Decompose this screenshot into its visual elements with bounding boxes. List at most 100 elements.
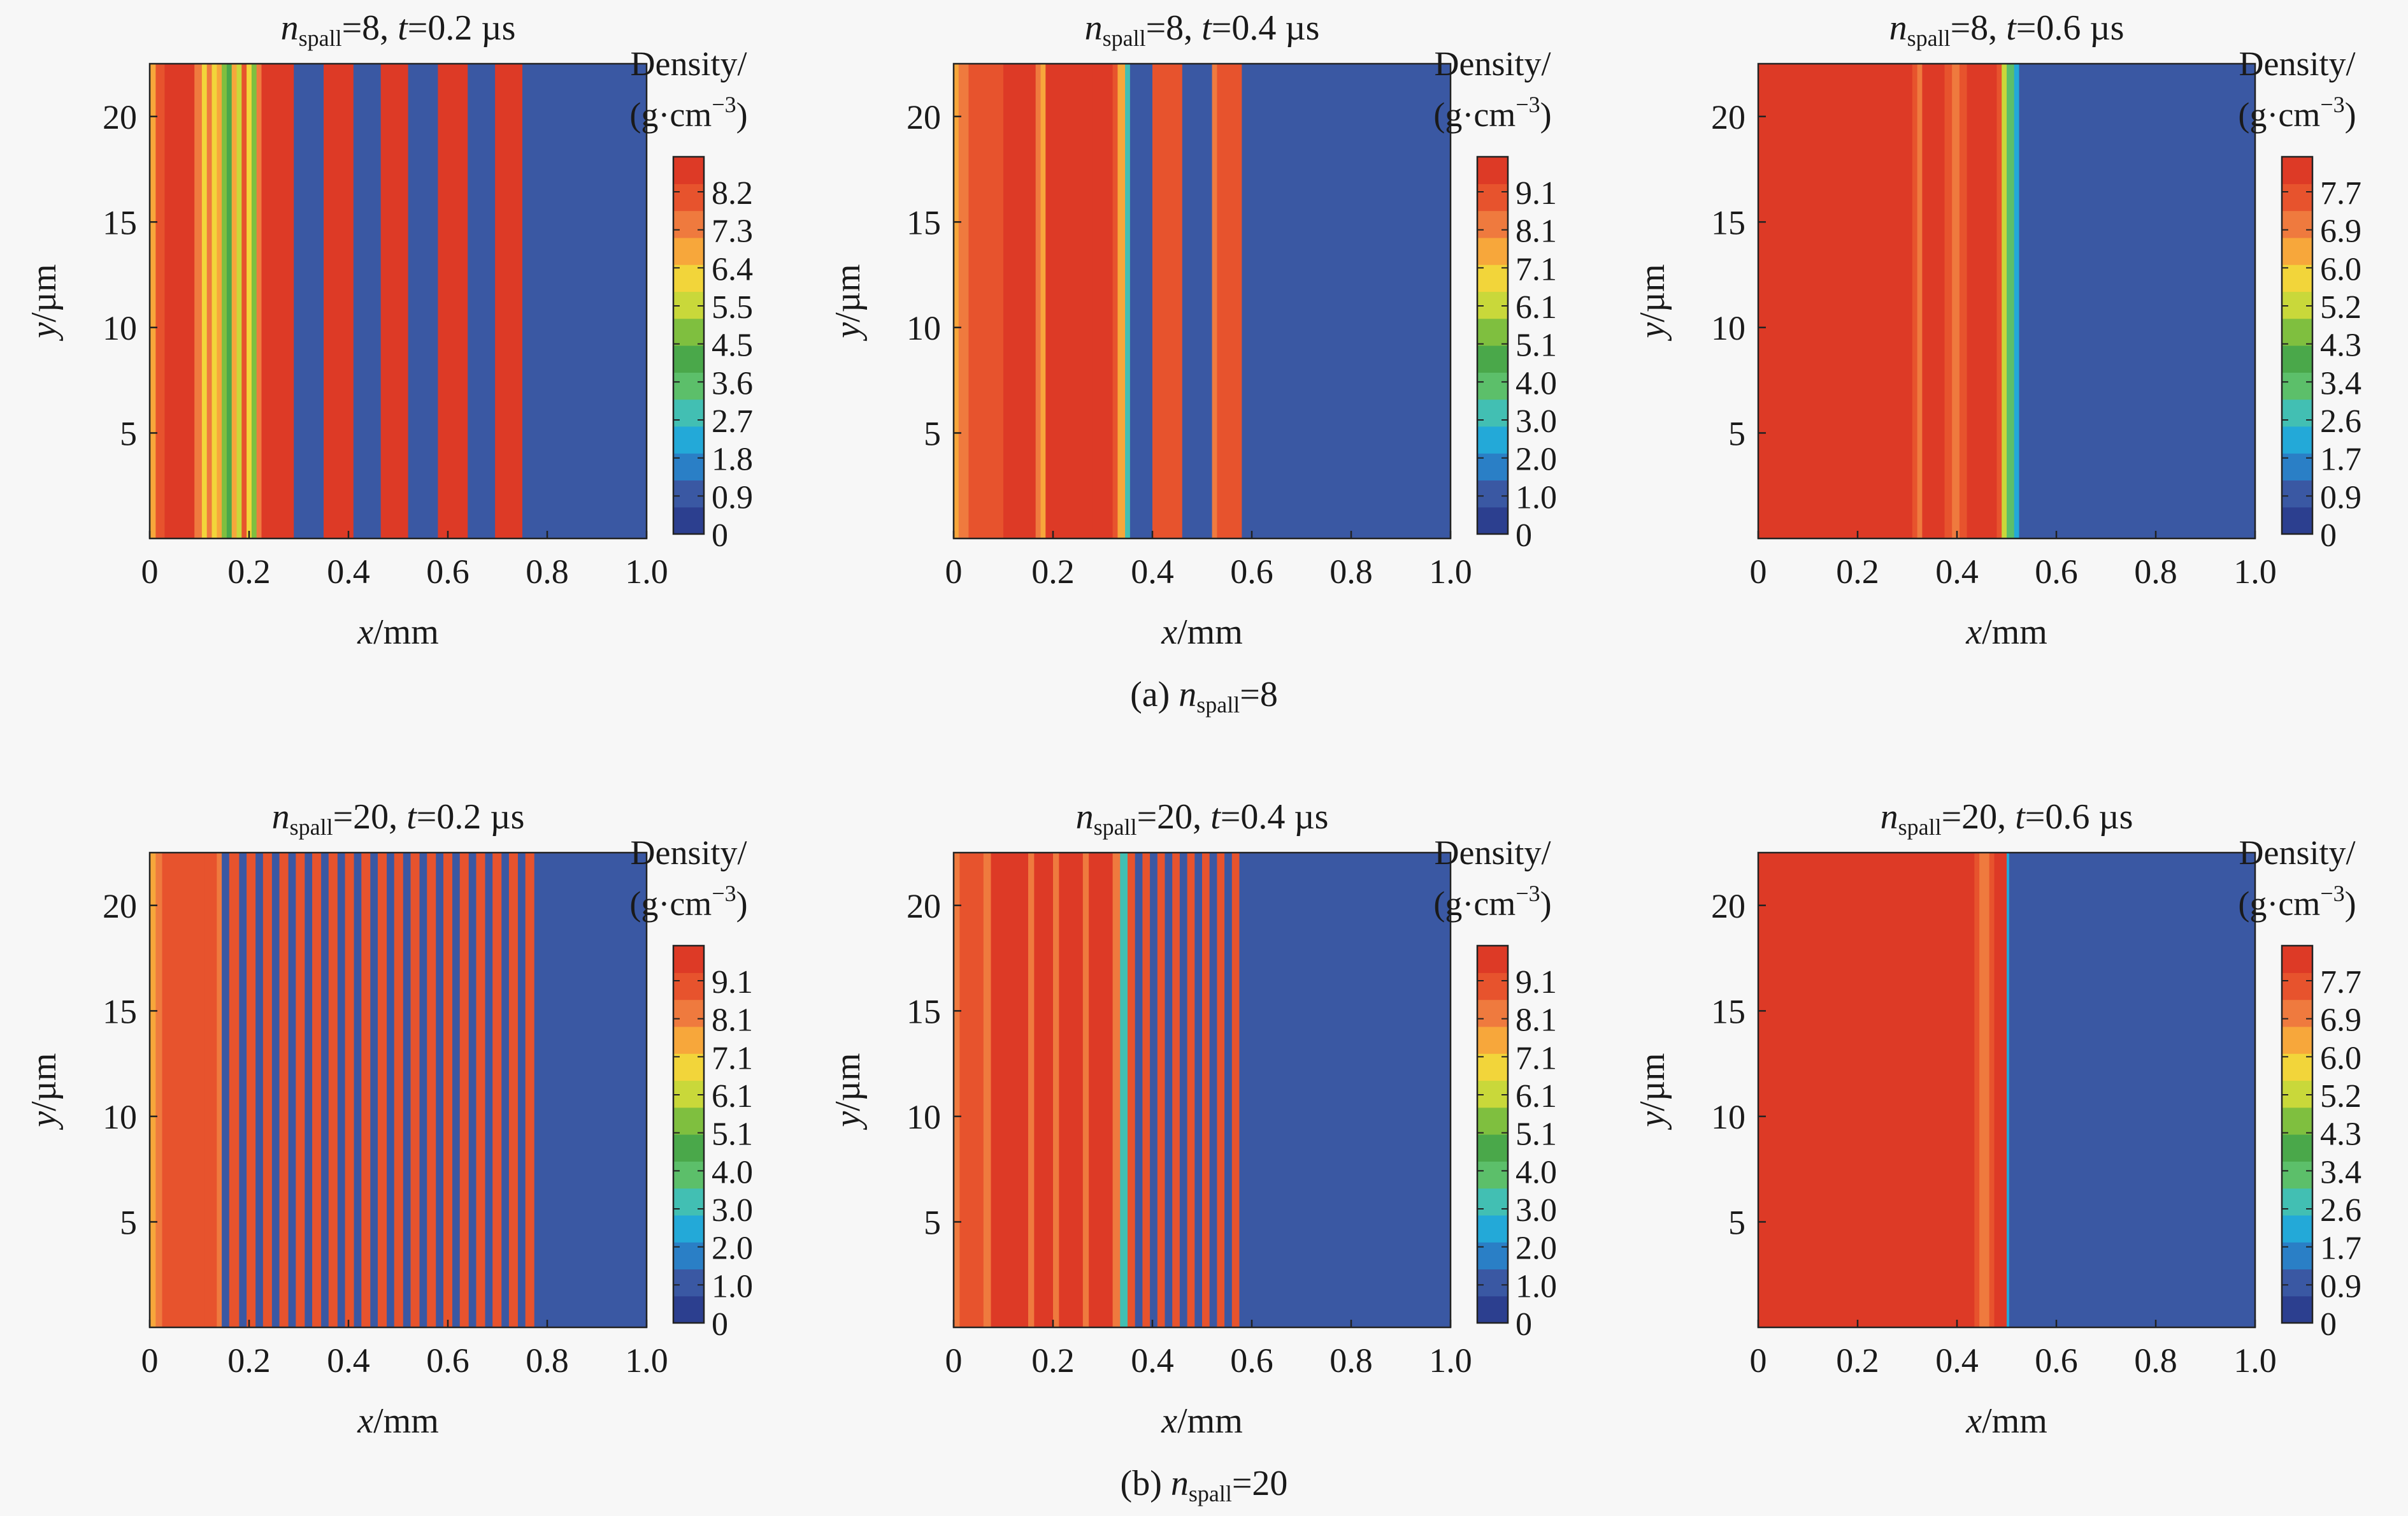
y-tick-label: 10 (103, 309, 137, 347)
title-subscript: spall (290, 814, 333, 840)
title-tail: =0.2 µs (408, 8, 516, 48)
colorbar-tick-label: 2.6 (2320, 1192, 2361, 1229)
density-band (255, 853, 264, 1327)
plot-frame (148, 62, 648, 540)
density-band (150, 64, 156, 538)
x-axis-unit: /mm (373, 612, 439, 652)
colorbar-tick-label: 7.3 (712, 213, 753, 250)
colorbar-unit-prefix: (g·cm (1433, 96, 1516, 134)
y-axis-label: y/µm (828, 264, 868, 341)
y-axis-label: y/µm (24, 264, 64, 341)
density-band (239, 853, 247, 1327)
colorbar-tick-label: 7.1 (712, 1040, 753, 1076)
colorbar-tick-label: 0 (712, 517, 728, 554)
chart-panel-2: 0 0.2 0.4 0.6 0.8 1.0 5 10 15 20 x/mm y/µm nspall=8,… (828, 8, 1557, 652)
panel-title: nspall=20, t=0.2 µs (272, 797, 525, 840)
colorbar-segment (2282, 1215, 2312, 1243)
colorbar-title-line2: (g·cm−3) (629, 881, 747, 923)
colorbar-unit-suffix: ) (736, 96, 748, 134)
density-band (150, 853, 156, 1327)
colorbar-tick-label: 6.1 (712, 1078, 753, 1115)
y-tick-label: 15 (1711, 203, 1745, 242)
colorbar-tick-label: 7.7 (2320, 964, 2361, 1000)
colorbar-segment (2282, 480, 2312, 508)
colorbar-segment (2282, 157, 2312, 184)
colorbar-segment (673, 999, 704, 1027)
density-band (1758, 64, 1913, 538)
colorbar-segment (1477, 1026, 1508, 1054)
density-band (492, 853, 502, 1327)
x-tick-label: 0.2 (1836, 1341, 1879, 1380)
title-t: t (1201, 8, 1212, 48)
density-band (1003, 64, 1036, 538)
x-tick-label: 0.4 (1935, 1341, 1979, 1380)
density-band (1112, 853, 1121, 1327)
colorbar-segment (1477, 480, 1508, 508)
x-axis-variable: x (1965, 612, 1982, 652)
x-axis-unit: /mm (373, 1401, 439, 1441)
colorbar-segment (673, 1107, 704, 1135)
x-tick-label: 0 (1750, 1341, 1767, 1380)
y-tick-label: 5 (1728, 414, 1745, 452)
density-band (1202, 853, 1210, 1327)
colorbar-tick-label: 8.1 (712, 1002, 753, 1039)
colorbar-frame (672, 944, 705, 1324)
colorbar-segment (673, 946, 704, 973)
colorbar-segment (1477, 1296, 1508, 1324)
colorbar-tick-label: 5.1 (712, 1116, 753, 1153)
density-band (436, 853, 444, 1327)
x-tick-label: 0 (141, 1341, 159, 1380)
density-band (1142, 853, 1150, 1327)
colorbar-segment (2282, 1269, 2312, 1297)
density-band (1059, 853, 1084, 1327)
density-band (1093, 64, 1114, 538)
caption-suffix: =20 (1232, 1464, 1288, 1503)
y-axis-label: y/µm (828, 1053, 868, 1130)
colorbar-tick-label: 4.0 (1516, 1154, 1557, 1190)
y-tick-label: 20 (103, 887, 137, 925)
density-band (247, 64, 252, 538)
x-tick-label: 0.6 (2035, 552, 2078, 591)
colorbar-segment (1477, 1269, 1508, 1297)
density-band (321, 853, 329, 1327)
y-tick-label: 10 (1711, 1098, 1745, 1136)
density-band (211, 64, 217, 538)
density-band (983, 853, 992, 1327)
title-middle: =8, (1146, 8, 1202, 48)
plot-frame (1757, 851, 2256, 1329)
density-band (1128, 853, 1136, 1327)
density-band (1045, 64, 1093, 538)
colorbar-tick-label: 1.0 (712, 1268, 753, 1304)
colorbar-frame (2281, 155, 2314, 535)
density-band (1082, 853, 1089, 1327)
density-band (419, 853, 427, 1327)
density-band (958, 64, 969, 538)
y-axis-unit: /µm (1633, 264, 1672, 322)
title-tail: =0.6 µs (2016, 8, 2125, 48)
colorbar-segment (2282, 1134, 2312, 1162)
x-tick-label: 0.6 (2035, 1341, 2078, 1380)
density-band (222, 64, 227, 538)
x-tick-label: 0 (945, 1341, 963, 1380)
colorbar-segment (673, 507, 704, 535)
density-band (1182, 64, 1213, 538)
colorbar-tick-label: 9.1 (1516, 964, 1557, 1000)
colorbar-segment (2282, 237, 2312, 265)
title-t: t (2015, 797, 2026, 837)
colorbar-frame (1476, 155, 1509, 535)
y-axis-variable: y (828, 322, 868, 342)
density-band (229, 853, 240, 1327)
caption-prefix: (b) (1121, 1464, 1171, 1503)
density-band (2009, 853, 2256, 1327)
title-n: n (281, 8, 299, 48)
density-band (1150, 853, 1158, 1327)
x-tick-label: 0.6 (1230, 552, 1273, 591)
y-axis-variable: y (1633, 322, 1672, 342)
colorbar-unit-exponent: −3 (2320, 92, 2344, 117)
y-tick-label: 5 (120, 414, 137, 452)
colorbar-tick-label: 6.1 (1516, 289, 1557, 326)
colorbar-tick-label: 5.2 (2320, 1078, 2361, 1115)
density-band (194, 64, 203, 538)
colorbar-segment (673, 1080, 704, 1108)
density-band (2014, 64, 2020, 538)
